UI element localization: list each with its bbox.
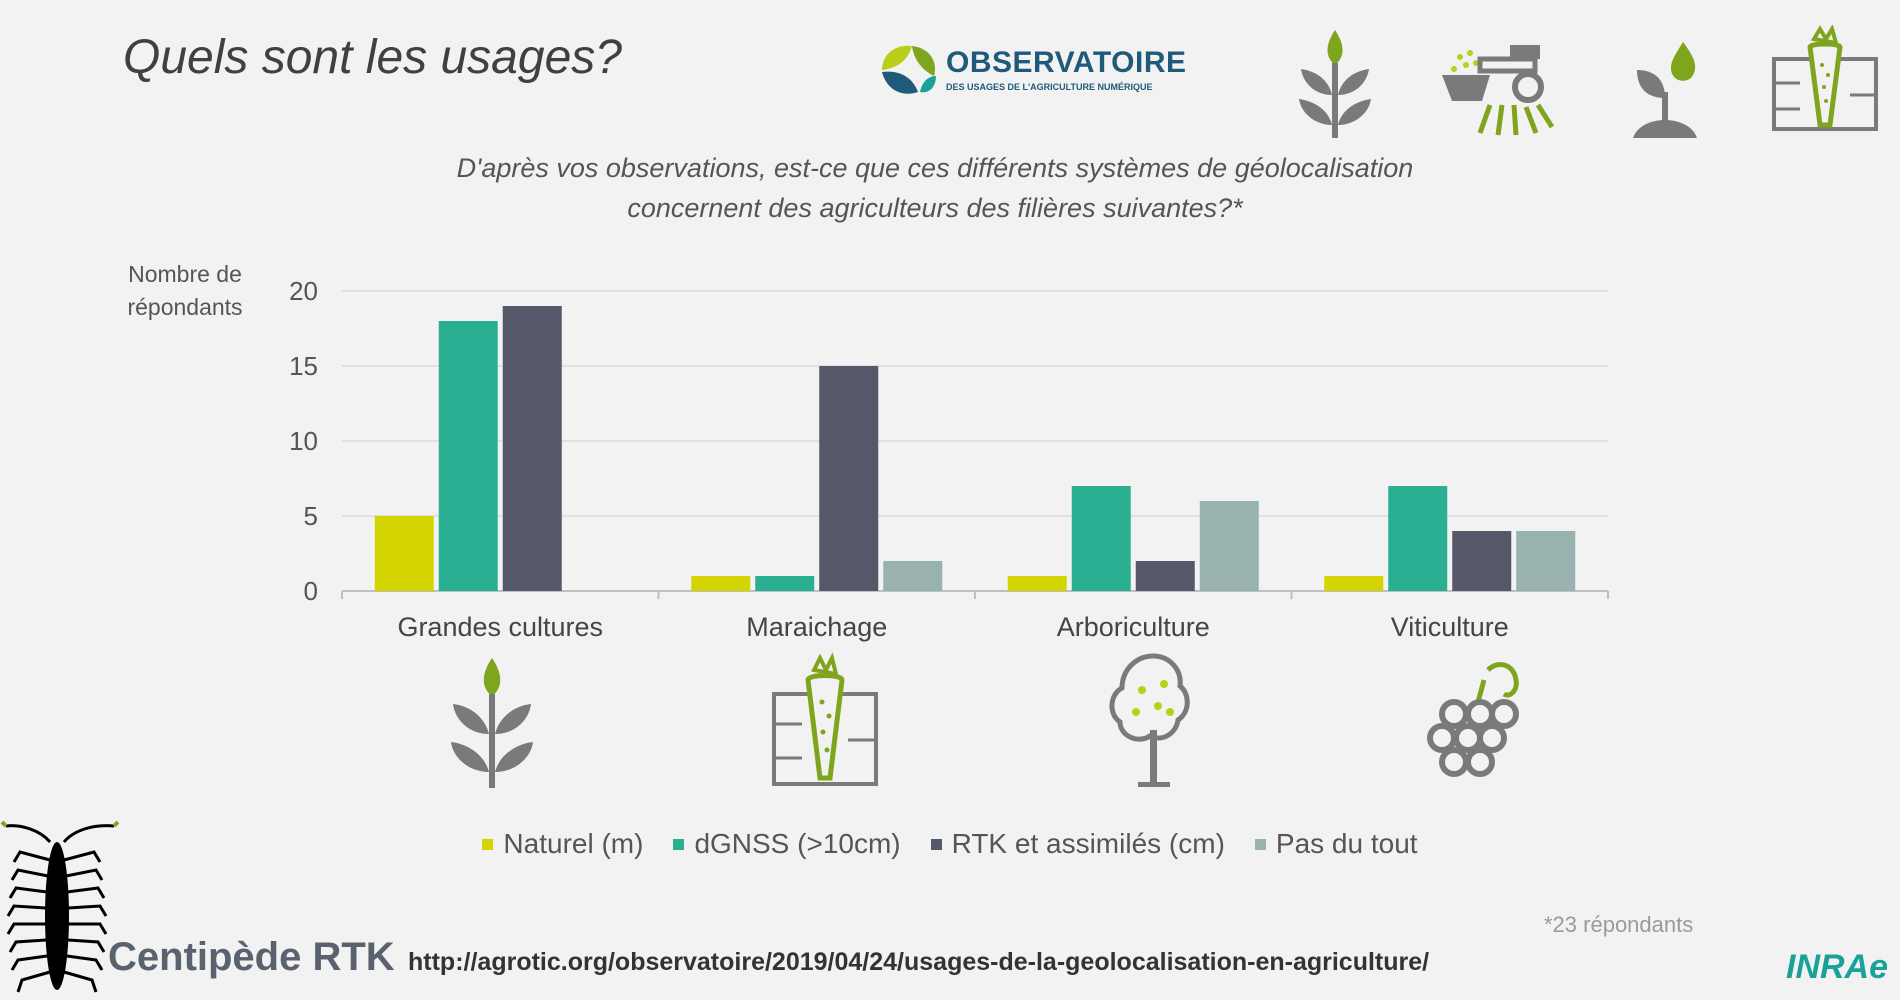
bar [691, 576, 751, 591]
arboriculture-icon [1109, 653, 1190, 787]
bar [883, 561, 943, 591]
slide-title: Quels sont les usages? [123, 31, 622, 84]
legend-item-rtk: RTK et assimilés (cm) [930, 828, 1225, 860]
bar [374, 516, 434, 591]
bar [1135, 561, 1195, 591]
crop-sprout-icon [1299, 30, 1371, 138]
carrot-soil-icon [1772, 25, 1878, 131]
inrae-logo: INRAe [1786, 948, 1889, 986]
legend-label-pas-du-tout: Pas du tout [1275, 828, 1418, 859]
subtitle-line-2: concernent des agriculteurs des filières… [627, 193, 1243, 223]
y-tick-label: 10 [289, 426, 318, 456]
observatoire-leaf-icon [882, 45, 936, 94]
maraichage-icon [772, 652, 878, 786]
bar [755, 576, 815, 591]
legend-label-naturel: Naturel (m) [503, 828, 644, 859]
bar [438, 321, 498, 591]
bar [1452, 531, 1512, 591]
source-link[interactable]: http://agrotic.org/observatoire/2019/04/… [408, 948, 1430, 976]
bar [1199, 501, 1259, 591]
grandes-cultures-icon [451, 658, 533, 788]
legend-swatch-pas-du-tout [1254, 838, 1266, 850]
bar [819, 366, 879, 591]
legend-swatch-naturel [482, 838, 494, 850]
subtitle-line-1: D'après vos observations, est-ce que ces… [456, 153, 1414, 183]
legend-item-naturel: Naturel (m) [482, 828, 643, 860]
x-tick-label: Viticulture [1391, 612, 1509, 642]
y-tick-label: 0 [304, 576, 318, 606]
y-axis-label: Nombre de répondants [110, 258, 260, 324]
bar [1516, 531, 1576, 591]
chart-subtitle: D'après vos observations, est-ce que ces… [400, 148, 1470, 228]
bar [1007, 576, 1067, 591]
legend-item-pas-du-tout: Pas du tout [1254, 828, 1418, 860]
x-tick-label: Maraichage [746, 612, 887, 642]
sprayer-tractor-icon [1442, 45, 1555, 136]
legend-label-rtk: RTK et assimilés (cm) [951, 828, 1225, 859]
observatoire-subtitle: DES USAGES DE L'AGRICULTURE NUMÉRIQUE [946, 82, 1153, 92]
observatoire-logo: OBSERVATOIRE DES USAGES DE L'AGRICULTURE… [878, 40, 1186, 100]
legend-label-dgnss: dGNSS (>10cm) [694, 828, 901, 859]
y-axis-label-line-2: répondants [127, 294, 243, 320]
respondents-note: *23 répondants [1544, 912, 1694, 937]
legend-swatch-dgnss [673, 838, 685, 850]
y-tick-label: 20 [289, 276, 318, 306]
y-tick-label: 5 [304, 501, 318, 531]
legend-item-dgnss: dGNSS (>10cm) [673, 828, 901, 860]
bar [1324, 576, 1384, 591]
viticulture-icon [1427, 662, 1519, 777]
x-tick-label: Arboriculture [1057, 612, 1210, 642]
y-tick-label: 15 [289, 351, 318, 381]
x-tick-label: Grandes cultures [397, 612, 603, 642]
chart-legend: Naturel (m) dGNSS (>10cm) RTK et assimil… [0, 828, 1900, 860]
centipede-icon [0, 820, 120, 993]
plant-water-icon [1633, 42, 1697, 138]
legend-swatch-rtk [930, 838, 942, 850]
bar [502, 306, 562, 591]
bar [1388, 486, 1448, 591]
centipede-brand: Centipède RTK [108, 935, 395, 979]
bar [1071, 486, 1131, 591]
y-axis-label-line-1: Nombre de [128, 261, 242, 287]
observatoire-name: OBSERVATOIRE [946, 46, 1187, 79]
